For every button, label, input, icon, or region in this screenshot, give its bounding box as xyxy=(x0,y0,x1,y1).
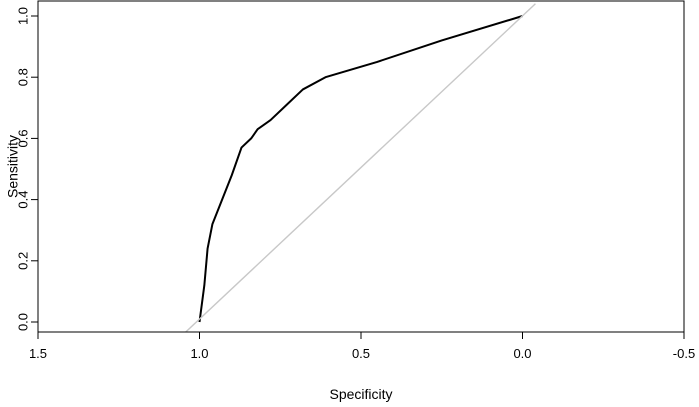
plot-layer xyxy=(184,3,536,332)
roc-curve-line xyxy=(198,15,523,323)
y-tick-label: 0.0 xyxy=(15,313,30,331)
x-tick-label: -0.5 xyxy=(673,346,695,361)
reference-diagonal-line xyxy=(184,3,536,332)
y-tick-label: 0.2 xyxy=(15,252,30,270)
x-tick-label: 1.5 xyxy=(29,346,47,361)
x-tick-label: 1.0 xyxy=(190,346,208,361)
y-tick-label: 1.0 xyxy=(15,7,30,25)
y-tick-label: 0.4 xyxy=(15,191,30,209)
axes-layer: 1.5 1.0 0.5 0.0 -0.5 0.0 0.2 0.4 0.6 0.8 1.0 xyxy=(15,0,695,361)
y-tick-label: 0.6 xyxy=(15,129,30,147)
y-tick-label: 0.8 xyxy=(15,68,30,86)
plot-frame xyxy=(37,0,685,333)
x-axis-label: Specificity xyxy=(329,386,392,402)
x-tick-label: 0.5 xyxy=(352,346,370,361)
y-axis-label: Sensitivity xyxy=(5,135,21,198)
x-tick-label: 0.0 xyxy=(513,346,531,361)
